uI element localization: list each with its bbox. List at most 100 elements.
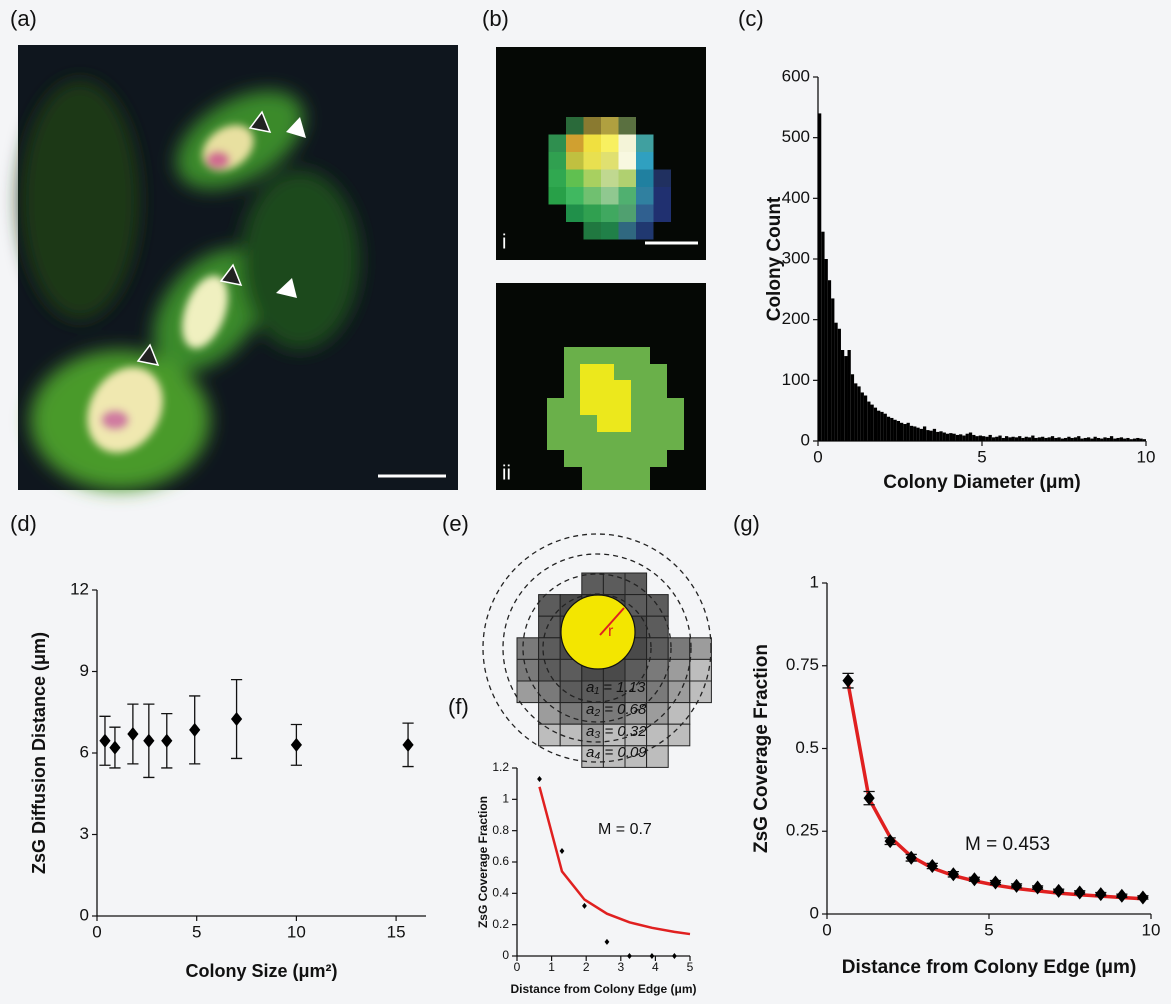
y-axis-title: ZsG Diffusion Distance (μm) [29,632,49,874]
histogram-bar [1087,437,1090,441]
y-tick-label: 600 [782,66,810,85]
histogram-bar [916,428,919,441]
grid-cell [539,616,561,638]
pixel [584,117,602,135]
pixel [549,152,567,170]
histogram-bar [982,436,985,441]
grid-cell [625,573,647,595]
fit-line [848,683,1143,898]
y-tick-label: 0.8 [492,823,509,837]
pixel [601,152,619,170]
y-tick-label: 100 [782,370,810,389]
data-point [143,734,154,748]
histogram-bar [1005,436,1008,441]
pixel [636,152,654,170]
histogram-bar [1048,437,1051,441]
grid-cell [668,681,690,703]
pixel [619,170,637,188]
y-tick-label: 400 [782,188,810,207]
grid-cell [690,681,712,703]
pixel [584,187,602,205]
panel-label: (b) [482,6,509,31]
x-tick-label: 15 [387,922,406,941]
pixel [619,135,637,153]
histogram-bar [841,350,844,441]
histogram-bar [1025,437,1028,441]
pixel [636,205,654,223]
pixel [619,187,637,205]
pixel [601,205,619,223]
y-tick-label: 0 [502,948,509,962]
pixel [636,135,654,153]
grid-cell [539,724,561,746]
histogram-bar [887,417,890,441]
panel-label: (d) [10,511,37,536]
y-tick-label: 1.2 [492,760,509,774]
histogram-bar [1021,438,1024,441]
histogram-bar [1061,439,1064,441]
histogram-bar [884,414,887,441]
histogram-bar [844,356,847,441]
x-axis-title: Distance from Colony Edge (μm) [510,982,696,996]
data-point [1116,889,1127,903]
histogram-bar [1136,438,1139,441]
histogram-bar [834,323,837,441]
histogram-bar [818,113,821,441]
histogram-bar [972,435,975,441]
grid-cell [647,638,669,660]
histogram-bar [897,421,900,441]
histogram-bar [1100,439,1103,441]
data-point [842,674,853,688]
data-point [1074,885,1085,899]
panel-label: (c) [738,6,764,31]
y-tick-label: 9 [80,661,89,680]
pixel [619,117,637,135]
grid-cell [517,638,539,660]
pixel [601,117,619,135]
grid-cell [582,573,604,595]
pixel [584,152,602,170]
y-tick-label: 0.6 [492,854,509,868]
data-point [1137,890,1148,904]
histogram-bar [1041,437,1044,441]
histogram-bar [969,433,972,441]
histogram-bar [952,434,955,441]
histogram-bar [1028,437,1031,441]
grid-cell [603,573,625,595]
x-tick-label: 5 [687,960,694,974]
grid-cell [539,703,561,725]
histogram-bar [821,232,824,441]
histogram-bar [946,434,949,441]
pixel [601,187,619,205]
y-tick-label: 1 [502,792,509,806]
grid-cell [539,659,561,681]
data-point [537,776,542,782]
panel-label: (e) [442,511,469,536]
histogram-bar [959,434,962,441]
x-axis-title: Distance from Colony Edge (μm) [842,957,1137,978]
area-label: a₂ = 0.68 [586,701,647,718]
grid-cell [668,724,690,746]
histogram-bar [900,423,903,441]
histogram-bar [995,437,998,441]
pixel [549,187,567,205]
grid-cell [647,703,669,725]
data-point [627,953,632,959]
data-point [885,834,896,848]
histogram-bar [1031,436,1034,441]
y-tick-label: 0 [801,430,810,449]
histogram-bar [1097,438,1100,441]
histogram-bar [848,350,851,441]
histogram-bar [979,436,982,441]
pixel [601,135,619,153]
y-tick-label: 0.75 [786,655,819,674]
data-point [948,867,959,881]
pixel [619,152,637,170]
x-tick-label: 3 [617,960,624,974]
data-point [560,848,565,854]
histogram-bar [870,405,873,441]
histogram-bar [1002,438,1005,441]
y-tick-label: 0 [810,903,819,922]
histogram-bar [1113,439,1116,441]
y-tick-label: 12 [70,579,89,598]
